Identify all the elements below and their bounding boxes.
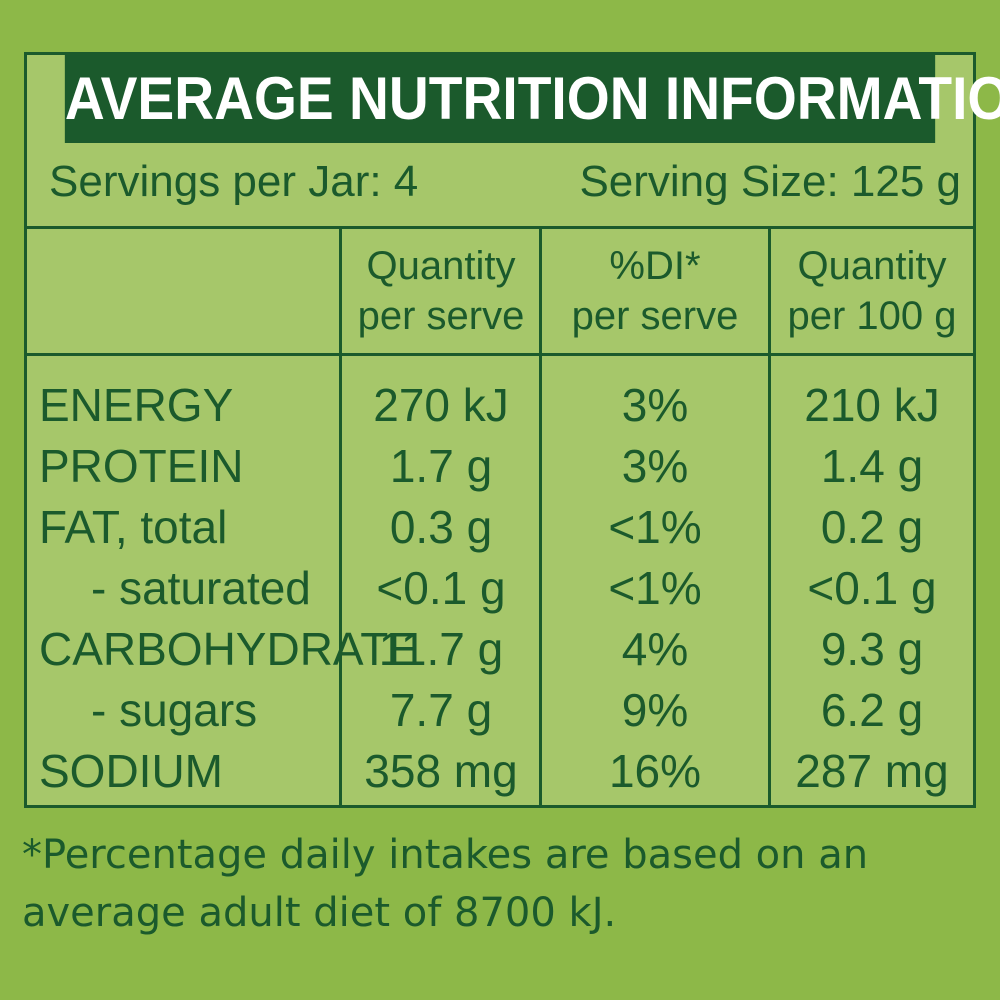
column-divider xyxy=(339,229,342,805)
footnote: *Percentage daily intakes are based on a… xyxy=(22,826,972,942)
per-100g-value: <0.1 g xyxy=(807,562,937,614)
serving-size: Serving Size: 125 g xyxy=(579,157,961,206)
nutrient-name: CARBOHYDRATE xyxy=(39,623,419,675)
per-100g-value: 6.2 g xyxy=(820,684,924,736)
nutrition-panel: AVERAGE NUTRITION INFORMATION Servings p… xyxy=(24,52,1000,808)
per-serve-value: <0.1 g xyxy=(376,562,506,614)
per-100g-value: 287 mg xyxy=(795,745,949,797)
di-value: 9% xyxy=(621,684,689,736)
panel-title: AVERAGE NUTRITION INFORMATION xyxy=(64,55,1000,143)
di-value: <1% xyxy=(608,501,702,553)
per-100g-value: 0.2 g xyxy=(820,501,924,553)
per-serve-value: 1.7 g xyxy=(389,440,493,492)
nutrient-name: FAT, total xyxy=(39,501,228,553)
di-value: <1% xyxy=(608,562,702,614)
per-serve-value: 358 mg xyxy=(364,745,518,797)
per-serve-value: 11.7 g xyxy=(378,623,504,675)
di-value: 3% xyxy=(621,440,689,492)
per-serve-column: 270 kJ 1.7 g 0.3 g <0.1 g 11.7 g 7.7 g 3… xyxy=(343,375,539,802)
column-divider xyxy=(539,229,542,805)
di-value: 3% xyxy=(621,379,689,431)
header-text: per serve xyxy=(571,294,739,338)
nutrition-table: Quantity per serve %DI* per serve Quanti… xyxy=(27,229,973,805)
footnote-line: average adult diet of 8700 kJ. xyxy=(22,890,617,936)
di-column: 3% 3% <1% <1% 4% 9% 16% xyxy=(542,375,768,802)
header-text: %DI* xyxy=(609,244,701,288)
column-divider xyxy=(768,229,771,805)
header-di-per-serve: %DI* per serve xyxy=(542,229,768,353)
per-serve-value: 0.3 g xyxy=(389,501,493,553)
per-serve-value: 7.7 g xyxy=(389,684,493,736)
nutrient-name: - saturated xyxy=(91,562,311,614)
nutrient-name: - sugars xyxy=(91,684,258,736)
header-text: per serve xyxy=(357,294,525,338)
header-qty-per-100g: Quantity per 100 g xyxy=(771,229,973,353)
footnote-line: *Percentage daily intakes are based on a… xyxy=(22,832,869,878)
header-divider xyxy=(27,353,973,356)
di-value: 16% xyxy=(608,745,702,797)
per-100g-value: 1.4 g xyxy=(820,440,924,492)
nutrient-name: ENERGY xyxy=(39,379,234,431)
nutrient-name: PROTEIN xyxy=(39,440,244,492)
nutrient-names-column: ENERGY PROTEIN FAT, total - saturated CA… xyxy=(39,375,419,802)
di-value: 4% xyxy=(621,623,689,675)
per-serve-value: 270 kJ xyxy=(373,379,509,431)
per-100g-value: 210 kJ xyxy=(804,379,940,431)
servings-per-jar: Servings per Jar: 4 xyxy=(49,157,419,206)
nutrient-name: SODIUM xyxy=(39,745,223,797)
header-qty-per-serve: Quantity per serve xyxy=(343,229,539,353)
per-100g-column: 210 kJ 1.4 g 0.2 g <0.1 g 9.3 g 6.2 g 28… xyxy=(771,375,973,802)
servings-row: Servings per Jar: 4 Serving Size: 125 g xyxy=(27,143,973,229)
header-text: Quantity xyxy=(797,244,947,288)
header-text: Quantity xyxy=(366,244,516,288)
per-100g-value: 9.3 g xyxy=(820,623,924,675)
header-text: per 100 g xyxy=(787,294,957,338)
